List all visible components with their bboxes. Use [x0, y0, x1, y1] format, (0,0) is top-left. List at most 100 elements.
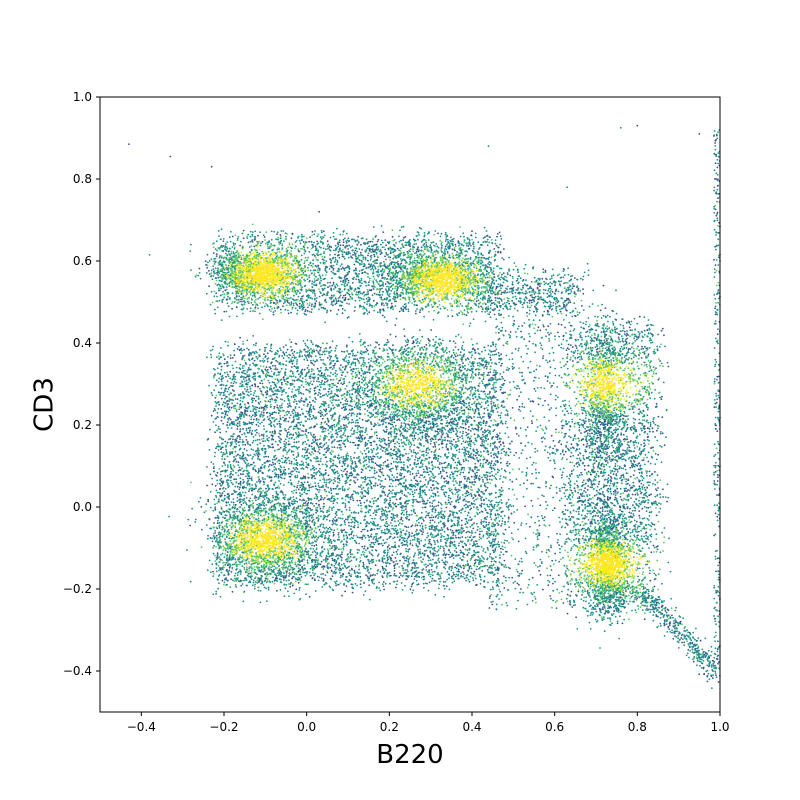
- data-point: [264, 305, 266, 307]
- data-point: [361, 278, 363, 280]
- data-point: [287, 310, 289, 312]
- data-point: [470, 282, 472, 284]
- data-point: [379, 312, 381, 314]
- data-point: [381, 302, 383, 304]
- data-point: [330, 310, 332, 312]
- data-point: [255, 249, 257, 251]
- data-point: [357, 239, 359, 241]
- data-point: [344, 237, 346, 239]
- data-point: [259, 289, 261, 291]
- data-point: [498, 247, 500, 249]
- data-point: [248, 297, 250, 299]
- data-point: [481, 273, 483, 275]
- data-point: [315, 257, 317, 259]
- data-point: [421, 241, 423, 243]
- data-point: [347, 289, 349, 291]
- data-point: [368, 300, 370, 302]
- data-point: [447, 239, 449, 241]
- data-point: [462, 323, 464, 325]
- data-point: [478, 303, 480, 305]
- data-point: [366, 250, 368, 252]
- data-point: [314, 255, 316, 257]
- data-point: [390, 252, 392, 254]
- data-point: [484, 241, 486, 243]
- data-point: [314, 293, 316, 295]
- data-point: [348, 240, 350, 242]
- data-point: [285, 260, 287, 262]
- data-point: [250, 294, 252, 296]
- data-point: [362, 258, 364, 260]
- data-point: [483, 280, 485, 282]
- data-point: [503, 298, 505, 300]
- data-point: [270, 243, 272, 245]
- data-point: [205, 260, 207, 262]
- data-point: [270, 264, 272, 266]
- data-point: [264, 236, 266, 238]
- data-point: [260, 271, 262, 273]
- data-point: [384, 316, 386, 318]
- data-point: [394, 288, 396, 290]
- data-point: [287, 287, 289, 289]
- data-point: [347, 299, 349, 301]
- data-point: [282, 286, 284, 288]
- data-point: [229, 298, 231, 300]
- data-point: [413, 285, 415, 287]
- data-point: [259, 231, 261, 233]
- data-point: [351, 292, 353, 294]
- data-point: [386, 290, 388, 292]
- data-point: [390, 290, 392, 292]
- data-point: [435, 243, 437, 245]
- data-point: [372, 251, 374, 253]
- data-point: [358, 273, 360, 275]
- data-point: [478, 259, 480, 261]
- data-point: [437, 292, 439, 294]
- data-point: [262, 266, 264, 268]
- data-point: [222, 285, 224, 287]
- data-point: [355, 250, 357, 252]
- data-point: [382, 242, 384, 244]
- data-point: [206, 267, 208, 269]
- data-point: [267, 299, 269, 301]
- data-point: [272, 254, 274, 256]
- data-point: [470, 245, 472, 247]
- data-point: [261, 251, 263, 253]
- data-point: [247, 234, 249, 236]
- data-point: [389, 293, 391, 295]
- data-point: [431, 304, 433, 306]
- data-point: [262, 254, 264, 256]
- data-point: [294, 288, 296, 290]
- data-point: [419, 309, 421, 311]
- data-point: [285, 281, 287, 283]
- data-point: [242, 269, 244, 271]
- data-point: [429, 244, 431, 246]
- data-point: [239, 266, 241, 268]
- data-point: [390, 250, 392, 252]
- data-point: [232, 274, 234, 276]
- data-point: [488, 242, 490, 244]
- data-point: [262, 270, 264, 272]
- data-point: [365, 257, 367, 259]
- data-point: [423, 239, 425, 241]
- data-point: [277, 288, 279, 290]
- data-point: [272, 297, 274, 299]
- data-point: [216, 250, 218, 252]
- data-point: [257, 246, 259, 248]
- data-point: [213, 247, 215, 249]
- data-point: [381, 277, 383, 279]
- data-point: [402, 281, 404, 283]
- data-point: [242, 305, 244, 307]
- data-point: [314, 295, 316, 297]
- data-point: [389, 296, 391, 298]
- data-point: [279, 289, 281, 291]
- data-point: [242, 283, 244, 285]
- data-point: [363, 266, 365, 268]
- data-point: [269, 309, 271, 311]
- data-point: [282, 260, 284, 262]
- data-point: [233, 256, 235, 258]
- data-point: [392, 273, 394, 275]
- data-point: [285, 294, 287, 296]
- data-point: [225, 277, 227, 279]
- data-point: [440, 308, 442, 310]
- data-point: [275, 294, 277, 296]
